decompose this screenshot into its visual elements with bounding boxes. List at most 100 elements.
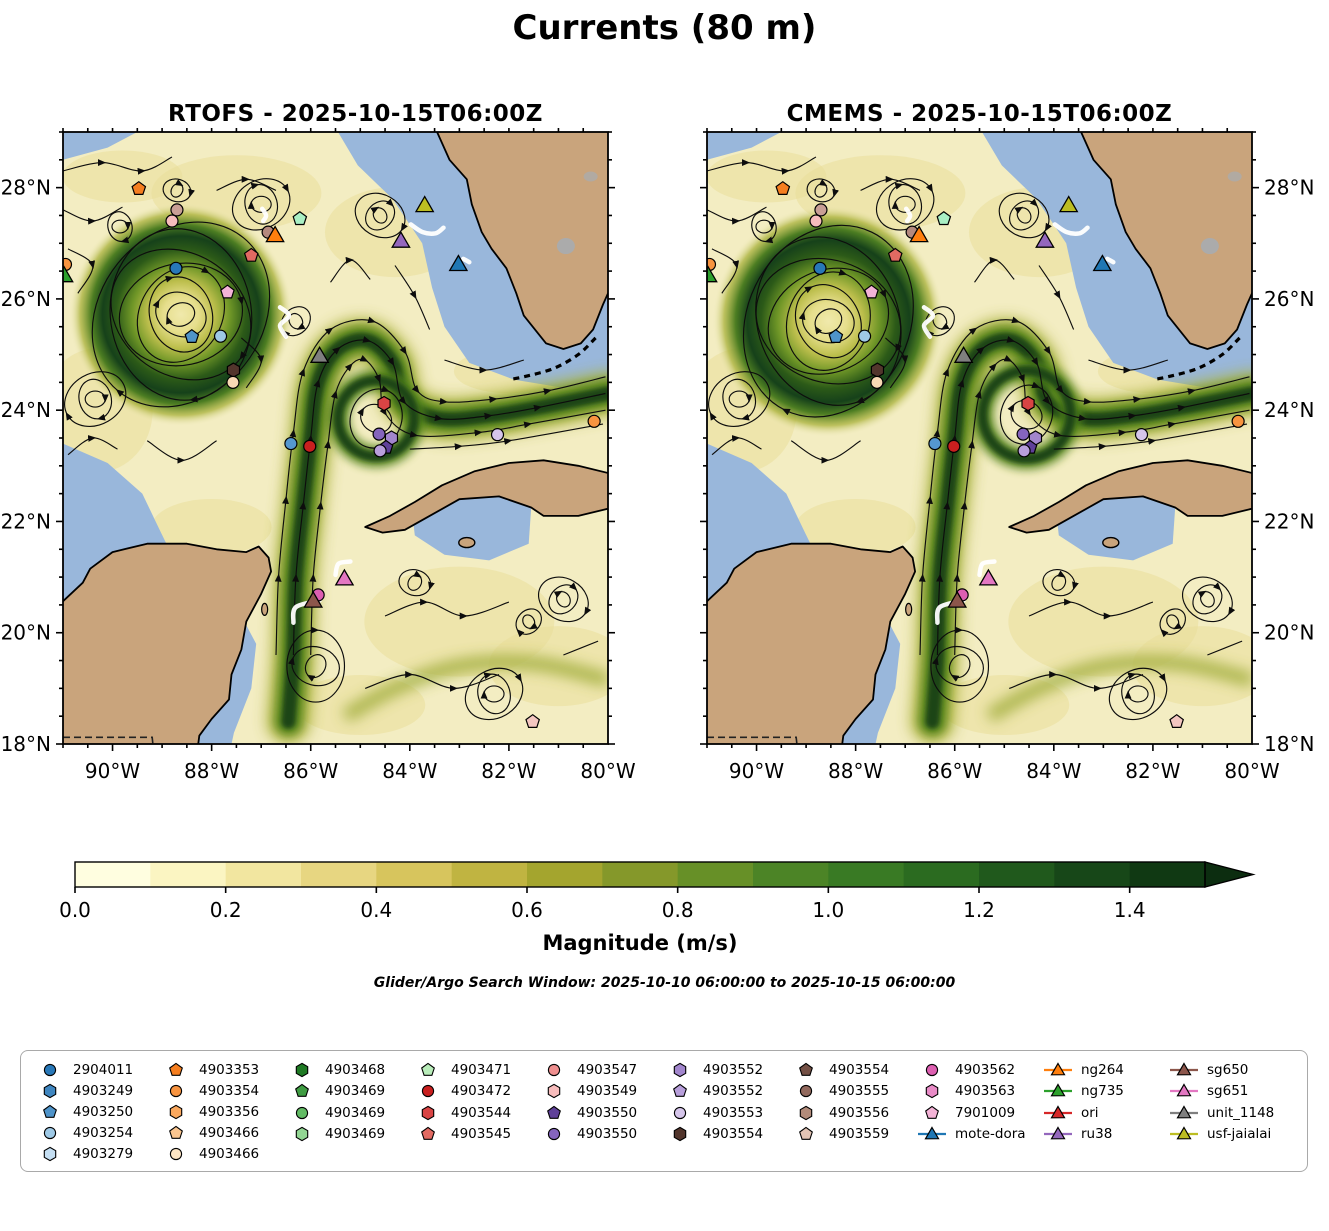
isla-juventud — [458, 536, 476, 549]
circle-marker-icon — [799, 1085, 813, 1098]
streamline — [884, 337, 909, 389]
streamline — [110, 248, 252, 381]
map-marker-float — [1017, 444, 1031, 458]
legend-item: sg650 — [1169, 1059, 1295, 1081]
legend-item: usf-jaialai — [1169, 1124, 1295, 1146]
legend-column: 2904011 4903249 4903250 4903254 4903279 — [35, 1059, 161, 1165]
streamline — [409, 423, 604, 451]
pentagon-marker-icon — [421, 1126, 435, 1141]
streamline — [216, 175, 277, 191]
circle-marker-icon — [169, 1084, 183, 1097]
colorbar-segment — [979, 862, 1055, 887]
legend-item: 4903554 — [791, 1059, 917, 1081]
streamline — [148, 275, 214, 353]
streamline — [707, 206, 767, 225]
map-marker-float — [243, 247, 259, 262]
map-area — [707, 132, 1252, 744]
map-marker-glider-unit_1148 — [309, 345, 330, 363]
legend-item: 4903471 — [413, 1059, 539, 1081]
streamline — [1028, 598, 1154, 620]
legend-item: 2904011 — [35, 1059, 161, 1080]
triangle-marker-icon — [1170, 1105, 1198, 1119]
legend-item: 4903562 — [917, 1059, 1043, 1081]
legend-label: 4903550 — [577, 1126, 638, 1143]
legend-circle — [43, 1063, 57, 1076]
legend-label: 4903550 — [577, 1104, 638, 1121]
legend-label: 4903466 — [199, 1146, 260, 1163]
gray-patch — [583, 171, 598, 182]
legend-pentagon — [169, 1062, 183, 1076]
streamline — [522, 614, 538, 630]
legend-column: 4903554 4903555 4903556 4903559 — [791, 1059, 917, 1165]
legend-label: 4903356 — [199, 1104, 260, 1120]
legend-label: 4903468 — [325, 1061, 386, 1078]
streamline — [875, 178, 935, 231]
map-marker-float — [165, 214, 179, 228]
legend-item: ru38 — [1043, 1124, 1169, 1146]
streamline — [806, 178, 840, 203]
streamline — [365, 671, 500, 692]
legend-label: usf-jaialai — [1207, 1126, 1272, 1143]
legend-pentagon — [421, 1126, 435, 1141]
streamline — [860, 175, 921, 191]
map-marker-glider-ng735 — [707, 265, 718, 283]
streamline — [1182, 576, 1236, 623]
axis-ticks — [56, 128, 615, 751]
glider-track — [1105, 256, 1116, 265]
glider-track — [408, 222, 446, 236]
streamline — [548, 582, 579, 615]
y-tick-label: 18°N — [1, 732, 51, 756]
colorbar-tick-label: 1.0 — [812, 898, 844, 922]
legend-hexagon — [43, 1147, 57, 1162]
streamline — [231, 178, 291, 231]
legend-label: 4903469 — [325, 1126, 386, 1143]
glider-track — [903, 206, 913, 224]
circle-marker-icon — [547, 1128, 561, 1141]
streamline — [240, 337, 265, 389]
legend-column: sg650 sg651 unit_1148 usf-jaialai — [1169, 1059, 1295, 1165]
legend-label: 4903279 — [73, 1146, 134, 1163]
streamline — [891, 195, 916, 213]
streamline — [64, 371, 127, 427]
legend-pentagon — [169, 1125, 183, 1140]
streamline — [785, 268, 871, 371]
streamline — [384, 598, 510, 620]
colorbar-segment — [903, 862, 980, 887]
x-tick-label: 88°W — [828, 759, 883, 783]
dashed-border — [63, 736, 154, 744]
circle-marker-icon — [43, 1127, 57, 1140]
legend-label: sg650 — [1207, 1061, 1249, 1078]
streamline — [477, 672, 511, 715]
hexagon-marker-icon — [295, 1062, 309, 1077]
panel-title-rtofs: RTOFS - 2025-10-15T06:00Z — [168, 101, 543, 127]
streamline — [755, 219, 776, 234]
streamline — [711, 435, 762, 456]
panel-title-cmems: CMEMS - 2025-10-15T06:00Z — [786, 101, 1173, 127]
streamline — [1159, 608, 1186, 638]
map-marker-glider-mote-dora — [1092, 254, 1113, 272]
streamline — [754, 236, 902, 406]
map-marker-glider-ru38 — [391, 230, 411, 248]
map-marker-float — [131, 180, 147, 196]
legend-label: ng264 — [1081, 1061, 1124, 1078]
circle-marker-icon — [295, 1106, 309, 1119]
legend-label: 4903469 — [325, 1104, 386, 1121]
y-tick-label: 22°N — [1264, 509, 1314, 533]
legend-label: 4903552 — [703, 1083, 764, 1100]
legend-item: 4903249 — [35, 1080, 161, 1101]
streamline — [708, 371, 771, 427]
legend-triangle — [1050, 1105, 1066, 1119]
streamline — [1053, 423, 1248, 451]
map-marker-float — [828, 328, 844, 343]
map-marker-float — [226, 375, 240, 389]
legend-label: 2904011 — [73, 1061, 134, 1078]
map-cmems: 90°W 88°W 86°W 84°W 82°W 80°W 28°N 26°N 24°N 22°N… — [700, 128, 1314, 783]
map-marker-float — [870, 362, 885, 378]
map-marker-float — [775, 180, 791, 196]
streamline — [247, 195, 272, 213]
legend-item: 4903555 — [791, 1081, 917, 1103]
map-marker-float — [1021, 395, 1035, 412]
streamline — [794, 284, 862, 359]
legend-item: 4903356 — [161, 1101, 287, 1122]
x-tick-label: 84°W — [1026, 759, 1081, 783]
